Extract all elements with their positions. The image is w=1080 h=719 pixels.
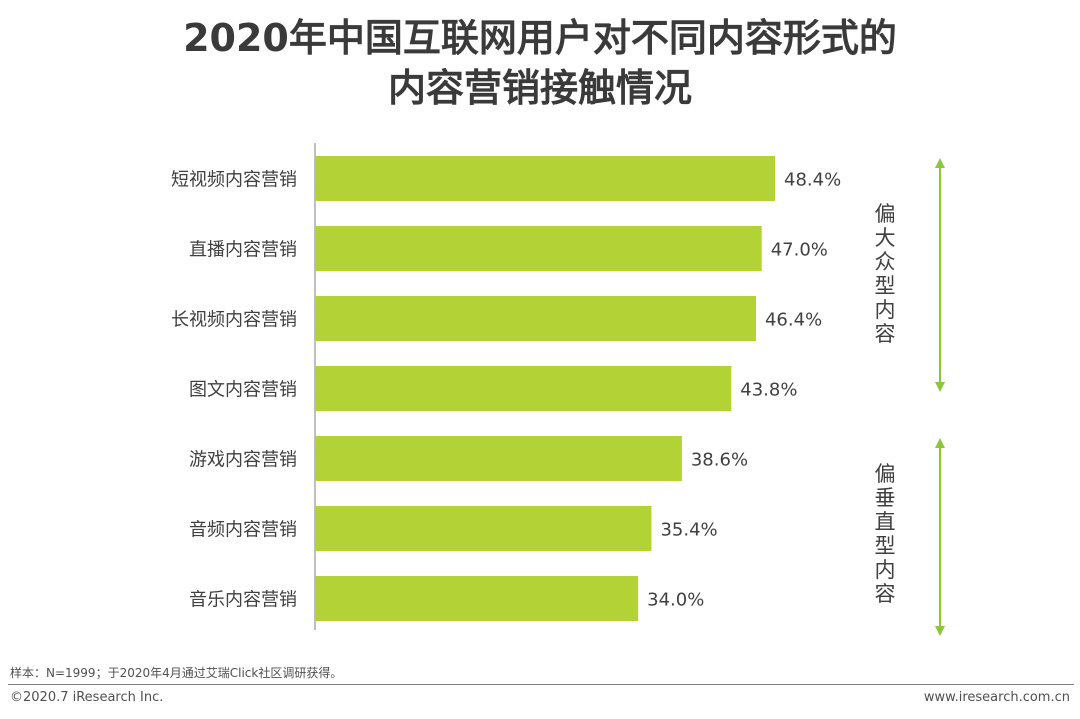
category-label: 音频内容营销 (189, 520, 297, 541)
group-label-vertical: 偏 垂 直 型 内 容 (874, 462, 896, 606)
category-label: 图文内容营销 (189, 380, 297, 401)
chart-title-line-2: 内容营销接触情况 (387, 66, 692, 110)
value-label: 46.4% (765, 310, 822, 331)
category-label: 直播内容营销 (189, 240, 297, 261)
sample-note: 样本：N=1999；于2020年4月通过艾瑞Click社区调研获得。 (10, 666, 343, 680)
category-label: 音乐内容营销 (189, 590, 297, 611)
category-label: 短视频内容营销 (171, 170, 297, 191)
group-arrow-popular (935, 158, 945, 392)
bar (315, 436, 682, 481)
category-label: 游戏内容营销 (189, 450, 297, 471)
group-label-popular: 偏 大 众 型 内 容 (874, 202, 896, 346)
value-label: 48.4% (784, 170, 841, 191)
copyright-text: ©2020.7 iResearch Inc. (10, 690, 164, 705)
website-link[interactable]: www.iresearch.com.cn (923, 690, 1070, 705)
value-label: 47.0% (771, 240, 828, 261)
footer-divider (8, 684, 1074, 685)
bar (315, 366, 732, 411)
bar (315, 226, 762, 271)
bar (315, 506, 652, 551)
bar (315, 576, 639, 621)
group-arrow-vertical (935, 438, 945, 636)
bar (315, 296, 756, 341)
bar (315, 156, 775, 201)
value-label: 38.6% (691, 450, 748, 471)
value-label: 35.4% (660, 520, 717, 541)
value-label: 43.8% (740, 380, 797, 401)
category-label: 长视频内容营销 (171, 310, 297, 331)
chart-title-line-1: 2020年中国互联网用户对不同内容形式的 (183, 16, 897, 60)
value-label: 34.0% (647, 590, 704, 611)
